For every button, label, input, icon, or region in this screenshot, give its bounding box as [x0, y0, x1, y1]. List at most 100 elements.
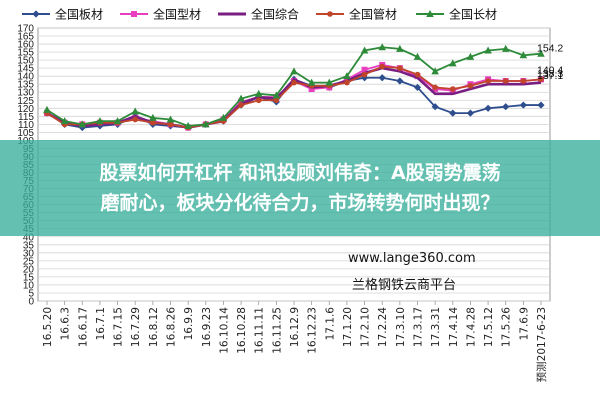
- data-point: [414, 71, 421, 78]
- y-tick-label: 145: [17, 64, 34, 75]
- legend-label: 全国综合: [251, 7, 299, 22]
- data-point: [60, 117, 69, 125]
- data-point: [344, 79, 350, 86]
- x-tick-label: 17.6.9: [518, 307, 530, 340]
- x-tick-label: 17.5.26: [501, 307, 513, 347]
- data-point: [485, 78, 491, 84]
- watermark-name: 兰格钢铁云商平台: [352, 278, 457, 293]
- y-tick-label: 140: [17, 72, 34, 83]
- headline-banner: 股票如何开杠杆 和讯投顾刘伟奇：A股弱势震荡 磨耐心，板块分化待合力，市场转势何…: [0, 140, 600, 236]
- data-point: [426, 10, 434, 17]
- data-point: [537, 49, 545, 57]
- end-value-label: 154.2: [537, 42, 563, 54]
- data-point: [378, 74, 386, 82]
- data-point: [379, 63, 386, 70]
- y-tick-label: 105: [17, 128, 34, 139]
- legend-item: 全国管材: [316, 7, 397, 22]
- data-point: [413, 52, 422, 60]
- y-tick-label: 110: [18, 120, 34, 131]
- series-circle: [44, 63, 544, 131]
- data-point: [538, 76, 544, 83]
- data-point: [520, 78, 527, 84]
- x-tick-label: 16.11.25: [271, 307, 283, 354]
- data-point: [150, 119, 156, 126]
- y-tick-label: 120: [17, 104, 34, 115]
- headline-line-1: 股票如何开杠杆 和讯投顾刘伟奇：A股弱势震荡: [99, 162, 501, 184]
- data-point: [519, 101, 527, 109]
- series-line: [46, 66, 542, 129]
- data-point: [431, 103, 439, 111]
- data-point: [343, 72, 351, 80]
- data-point: [255, 97, 262, 104]
- data-point: [219, 113, 228, 121]
- data-point: [360, 46, 369, 54]
- y-tick-label: 150: [17, 56, 34, 67]
- y-tick-label: 15: [23, 272, 35, 283]
- x-tick-label: 16.5.20: [42, 307, 54, 347]
- data-point: [448, 59, 457, 67]
- legend-item: 全国综合: [218, 7, 299, 22]
- y-tick-label: 20: [23, 264, 35, 275]
- data-point: [166, 115, 175, 123]
- y-tick-label: 10: [23, 280, 35, 291]
- data-point: [467, 83, 474, 89]
- y-tick-label: 130: [17, 88, 34, 99]
- x-tick-label: 16.6.17: [77, 307, 89, 347]
- data-point: [327, 11, 333, 17]
- data-point: [273, 97, 280, 104]
- data-point: [502, 103, 510, 111]
- y-tick-label: 125: [17, 96, 34, 107]
- x-tick-label: 16.11.11: [254, 307, 266, 354]
- legend-item: 全国长材: [416, 7, 497, 22]
- x-tick-label: 16.8.26: [166, 307, 178, 347]
- data-point: [32, 10, 40, 18]
- x-tick-label: 16.9.23: [201, 307, 213, 347]
- data-point: [484, 104, 492, 112]
- data-point: [149, 113, 157, 121]
- data-point: [43, 105, 51, 113]
- legend-label: 全国长材: [449, 7, 497, 22]
- headline-line-2: 磨耐心，板块分化待合力，市场转势何时出现？: [100, 192, 500, 214]
- x-tick-label: 16.12.9: [289, 307, 301, 347]
- x-tick-label: 17.5.12: [483, 307, 495, 347]
- data-point: [237, 94, 245, 102]
- data-point: [396, 77, 404, 85]
- data-point: [484, 46, 492, 54]
- x-tick-label: 16.10.14: [218, 307, 230, 354]
- y-tick-label: 40: [23, 232, 35, 243]
- data-point: [272, 91, 281, 99]
- data-point: [131, 107, 140, 115]
- data-point: [449, 86, 456, 92]
- data-point: [396, 44, 404, 52]
- data-point: [502, 78, 509, 84]
- x-tick-label: 16.7.15: [113, 307, 125, 347]
- legend-label: 全国板材: [55, 7, 103, 22]
- x-tick-label: 16.6.3: [60, 307, 72, 340]
- data-point: [361, 66, 368, 73]
- data-point: [201, 120, 210, 128]
- end-value-label: 140.4: [537, 65, 563, 77]
- x-tick-label: 16.12.23: [307, 307, 319, 354]
- y-tick-label: 155: [17, 48, 34, 59]
- x-tick-label: 17.1.20: [342, 307, 354, 347]
- y-tick-label: 160: [17, 40, 34, 51]
- data-point: [132, 116, 139, 123]
- data-point: [291, 79, 297, 86]
- data-point: [307, 78, 316, 86]
- data-point: [361, 71, 368, 78]
- data-point: [238, 98, 245, 105]
- x-tick-label: 16.10.28: [236, 307, 248, 354]
- data-point: [432, 84, 438, 91]
- data-point: [519, 51, 528, 59]
- data-point: [501, 44, 510, 52]
- y-tick-label: 25: [23, 256, 35, 267]
- data-point: [537, 101, 545, 109]
- data-point: [466, 109, 475, 117]
- y-tick-label: 135: [17, 80, 34, 91]
- end-value-label: 138.3: [537, 68, 563, 80]
- data-point: [431, 67, 439, 75]
- x-tick-label: 16.9.9: [183, 307, 195, 340]
- y-tick-label: 30: [23, 248, 35, 259]
- x-tick-label: 预测2017-6-23: [535, 307, 548, 382]
